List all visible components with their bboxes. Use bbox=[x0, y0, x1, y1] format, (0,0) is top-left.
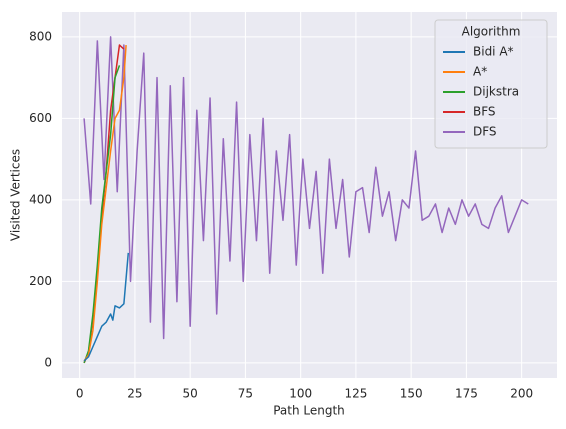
x-tick-label: 175 bbox=[455, 387, 478, 401]
x-tick-label: 150 bbox=[400, 387, 423, 401]
legend-label: A* bbox=[473, 65, 487, 79]
x-axis-label: Path Length bbox=[273, 404, 345, 418]
y-axis-label: Visited Vertices bbox=[9, 149, 23, 241]
y-tick-label: 800 bbox=[29, 29, 52, 43]
line-series bbox=[83, 44, 127, 362]
y-tick-label: 0 bbox=[44, 355, 52, 369]
line-series bbox=[83, 36, 529, 340]
legend-label: Bidi A* bbox=[473, 45, 514, 59]
x-tick-label: 50 bbox=[183, 387, 198, 401]
legend-label: DFS bbox=[473, 125, 497, 139]
legend-label: BFS bbox=[473, 105, 496, 119]
x-tick-label: 200 bbox=[510, 387, 533, 401]
x-tick-label: 25 bbox=[127, 387, 142, 401]
x-tick-label: 125 bbox=[344, 387, 367, 401]
line-series bbox=[83, 65, 121, 364]
x-tick-label: 100 bbox=[289, 387, 312, 401]
line-series bbox=[83, 252, 130, 362]
y-tick-label: 200 bbox=[29, 274, 52, 288]
legend-title: Algorithm bbox=[462, 25, 521, 39]
legend-label: Dijkstra bbox=[473, 85, 519, 99]
x-tick-label: 0 bbox=[76, 387, 84, 401]
y-tick-label: 400 bbox=[29, 192, 52, 206]
x-tick-label: 75 bbox=[238, 387, 253, 401]
y-tick-label: 600 bbox=[29, 111, 52, 125]
